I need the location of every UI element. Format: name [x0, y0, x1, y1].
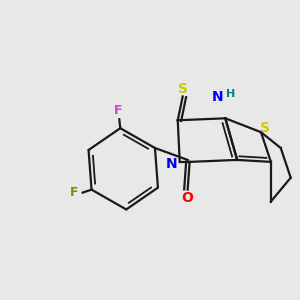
Text: O: O — [182, 190, 194, 205]
Text: N: N — [166, 157, 178, 171]
Text: H: H — [226, 88, 235, 98]
Text: F: F — [70, 186, 78, 199]
Text: S: S — [178, 82, 188, 96]
Text: F: F — [114, 104, 122, 117]
Text: S: S — [260, 121, 270, 135]
Text: N: N — [212, 91, 223, 104]
